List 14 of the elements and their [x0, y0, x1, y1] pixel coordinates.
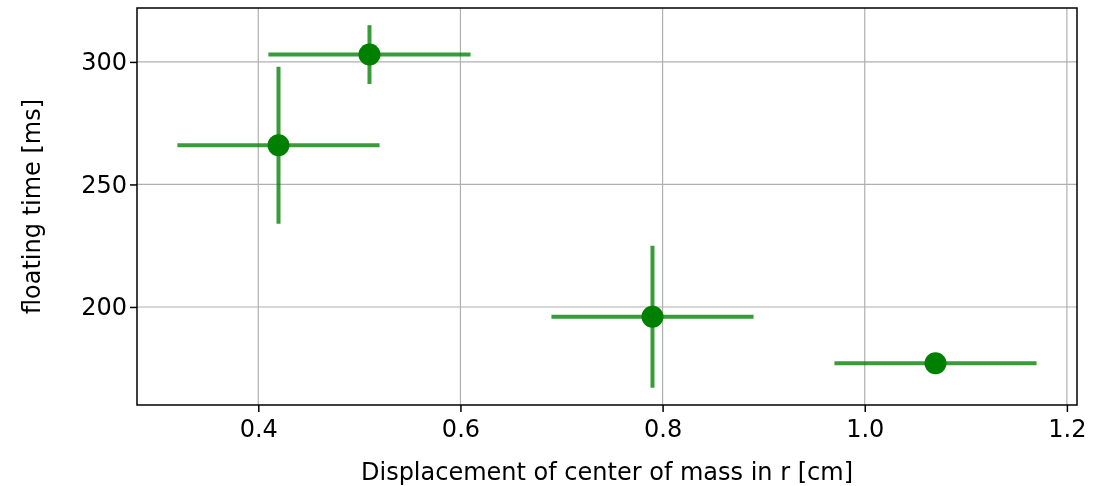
- point: [267, 134, 290, 157]
- point: [924, 352, 947, 375]
- y-tick-label: 300: [81, 48, 127, 77]
- point: [641, 305, 664, 328]
- x-tick-label: 1.2: [1048, 414, 1087, 443]
- x-tick-label: 0.8: [644, 414, 683, 443]
- y-tick-label: 200: [81, 293, 127, 322]
- y-axis-title: floating time [ms]: [18, 98, 46, 315]
- y-tick-label: 250: [81, 170, 127, 199]
- x-tick-label: 0.4: [239, 414, 278, 443]
- x-tick-label: 0.6: [441, 414, 481, 443]
- x-tick-label: 1.0: [846, 414, 885, 443]
- x-axis-title: Displacement of center of mass in r [cm]: [360, 458, 854, 486]
- point: [358, 43, 381, 66]
